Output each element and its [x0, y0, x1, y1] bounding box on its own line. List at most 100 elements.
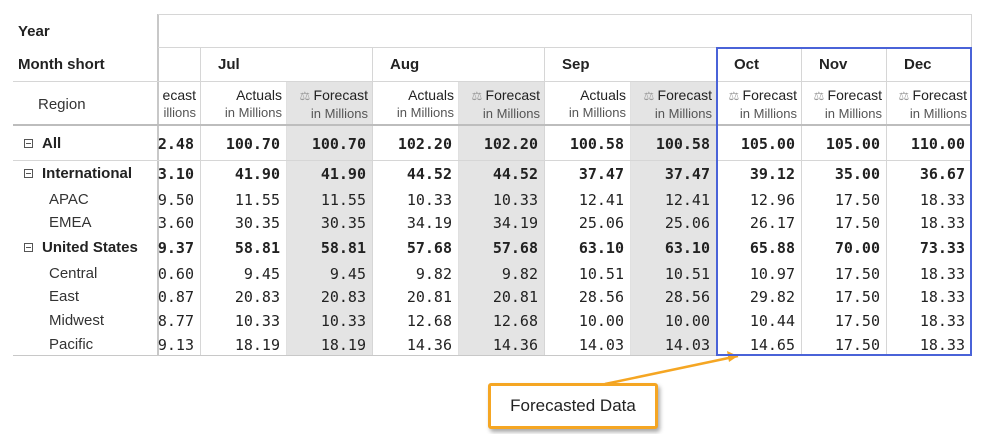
scale-icon: ⚖: [898, 89, 913, 103]
table-cell: 17.50: [834, 190, 880, 209]
measure-unit: in Millions: [824, 106, 882, 121]
collapse-icon[interactable]: [24, 169, 33, 178]
table-cell: 65.88: [749, 239, 795, 257]
table-cell: 3.10: [158, 165, 194, 183]
table-cell: 10.33: [406, 190, 452, 209]
month-short-header: Month short: [18, 56, 105, 73]
row-label-apac: APAC: [49, 190, 89, 208]
table-cell: 9.45: [243, 264, 280, 283]
table-cell: 100.70: [311, 135, 366, 153]
measure-name: ⚖ Forecast: [471, 87, 540, 103]
measure-unit: in Millions: [654, 106, 712, 121]
table-cell: 20.83: [234, 288, 280, 306]
table-cell: 12.96: [749, 190, 795, 209]
table-cell: 14.03: [664, 335, 710, 354]
measure-unit: in Millions: [482, 106, 540, 121]
table-cell: 18.33: [919, 312, 965, 330]
table-cell: 10.51: [664, 264, 710, 283]
table-cell: 25.06: [664, 214, 710, 232]
month-header-sep: Sep: [562, 56, 590, 73]
table-cell: 110.00: [910, 135, 965, 153]
table-cell: 0.87: [158, 288, 194, 306]
actuals-measure-header: Actuals in Millions: [372, 87, 454, 121]
measure-name: ⚖ Forecast: [813, 87, 882, 103]
measure-name: Actuals: [236, 87, 282, 103]
table-cell: 12.41: [578, 190, 624, 209]
measure-unit: in Millions: [224, 105, 282, 120]
forecast-measure-header: ⚖ Forecast in Millions: [286, 87, 368, 122]
forecast-measure-header: ⚖ Forecast in Millions: [630, 87, 712, 122]
table-cell: 70.00: [834, 239, 880, 257]
row-label-midwest: Midwest: [49, 312, 105, 329]
table-cell: 58.81: [234, 239, 280, 257]
scale-icon: ⚖: [471, 89, 486, 103]
table-cell: 14.65: [749, 335, 795, 354]
grid-vline: [971, 14, 972, 48]
table-cell: 10.33: [492, 190, 538, 209]
grid-hline-bottom: [13, 355, 972, 356]
table-cell: 39.12: [749, 165, 795, 183]
grid-vline: [801, 47, 802, 356]
table-cell: 2.48: [158, 135, 194, 153]
table-cell: 10.44: [749, 312, 795, 330]
table-cell: 12.68: [406, 312, 452, 330]
month-header-jul: Jul: [218, 56, 240, 73]
table-cell: 8.77: [158, 312, 194, 330]
table-cell: 18.19: [234, 335, 280, 354]
table-cell: 36.67: [919, 165, 965, 183]
table-cell: 100.70: [225, 135, 280, 153]
collapse-icon[interactable]: [24, 243, 33, 252]
measure-name: ⚖ Forecast: [728, 87, 797, 103]
year-header: Year: [18, 23, 50, 40]
table-cell: 12.68: [492, 312, 538, 330]
forecasted-data-callout: Forecasted Data: [488, 383, 658, 429]
table-cell: 12.41: [664, 190, 710, 209]
row-label-emea: EMEA: [49, 214, 92, 231]
row-label-all: All: [42, 135, 62, 152]
scale-icon: ⚖: [813, 89, 828, 103]
table-cell: 0.60: [158, 264, 194, 283]
header-divider-vertical: [157, 14, 159, 356]
table-cell: 10.97: [749, 264, 795, 283]
measure-unit: in Millions: [739, 106, 797, 121]
table-cell: 29.82: [749, 288, 795, 306]
month-header-nov: Nov: [819, 56, 848, 73]
table-cell: 57.68: [406, 239, 452, 257]
measure-name: ⚖ Forecast: [643, 87, 712, 103]
measure-unit: in Millions: [909, 106, 967, 121]
actuals-measure-header: Actuals in Millions: [544, 87, 626, 121]
month-header-oct: Oct: [734, 56, 760, 73]
region-header: Region: [38, 96, 86, 113]
table-cell: 18.33: [919, 335, 965, 354]
table-cell: 34.19: [406, 214, 452, 232]
forecast-column-shade: [630, 82, 716, 356]
table-cell: 34.19: [492, 214, 538, 232]
grid-hline-month: [13, 81, 972, 82]
table-cell: 44.52: [406, 165, 452, 183]
table-cell: 57.68: [492, 239, 538, 257]
measure-name: Actuals: [408, 87, 454, 103]
table-cell: 102.20: [483, 135, 538, 153]
row-label-east: East: [49, 288, 80, 305]
table-cell: 9.13: [158, 335, 194, 354]
table-cell: 20.81: [492, 288, 538, 306]
table-cell: 63.10: [664, 239, 710, 257]
table-cell: 28.56: [664, 288, 710, 306]
table-cell: 18.33: [919, 214, 965, 232]
table-cell: 17.50: [834, 214, 880, 232]
table-cell: 17.50: [834, 335, 880, 354]
table-cell: 20.81: [406, 288, 452, 306]
table-cell: 30.35: [234, 214, 280, 232]
grid-vline: [286, 82, 287, 356]
table-cell: 17.50: [834, 312, 880, 330]
table-cell: 10.00: [578, 312, 624, 330]
table-cell: 41.90: [234, 165, 280, 183]
forecast-measure-header: ⚖ Forecast in Millions: [886, 87, 967, 122]
table-cell: 14.03: [578, 335, 624, 354]
measure-name: ⚖ Forecast: [299, 87, 368, 103]
table-cell: 100.58: [569, 135, 624, 153]
table-cell: 9.82: [415, 264, 452, 283]
forecast-highlight-box: [716, 47, 972, 356]
table-cell: 17.50: [834, 264, 880, 283]
collapse-icon[interactable]: [24, 139, 33, 148]
